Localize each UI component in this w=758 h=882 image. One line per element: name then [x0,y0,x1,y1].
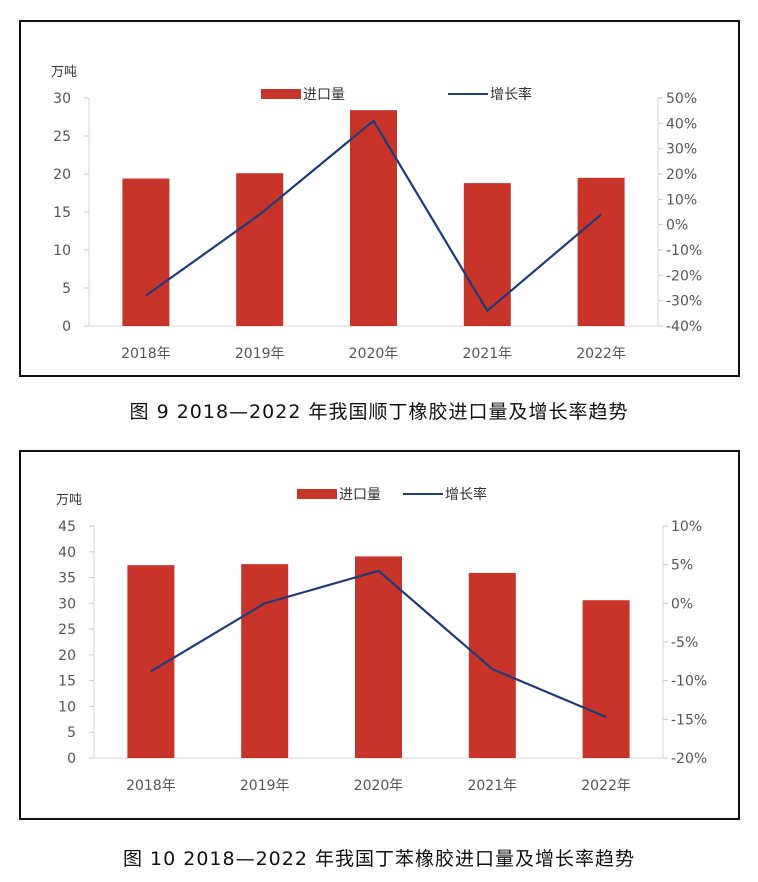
right-tick-label: -20% [671,751,707,767]
x-tick-label: 2022年 [576,346,626,362]
right-tick-label: 20% [666,167,697,183]
left-tick-label: 5 [62,281,71,297]
left-tick-label: 15 [58,674,76,690]
right-tick-label: -10% [671,674,707,690]
left-tick-label: 5 [67,725,76,741]
left-tick-label: 35 [58,571,76,587]
left-tick-label: 20 [58,648,76,664]
right-tick-label: 30% [666,142,697,158]
right-tick-label: 10% [671,519,702,535]
x-tick-label: 2021年 [462,346,512,362]
right-tick-label: -5% [671,635,698,651]
right-tick-label: 5% [671,558,693,574]
right-tick-label: 0% [671,596,693,612]
left-tick-label: 20 [53,167,71,183]
bar-1 [122,178,170,326]
right-tick-label: -10% [666,243,702,259]
left-tick-label: 45 [58,519,76,535]
bar-4 [468,572,516,758]
x-tick-label: 2020年 [349,346,399,362]
x-tick-label: 2019年 [240,778,290,794]
x-tick-label: 2019年 [235,346,285,362]
left-tick-label: 0 [67,751,76,767]
chart-fig10: 万吨 0 5 10 15 20 25 30 35 40 45 -20% -15% -10% -5% 0% 5% 1… [56,486,707,794]
figure-caption-9: 图 9 2018—2022 年我国顺丁橡胶进口量及增长率趋势 [129,401,629,423]
legend-bar-label: 进口量 [303,87,345,103]
left-tick-label: 30 [53,91,71,107]
bar-2 [241,564,289,758]
right-tick-label: 0% [666,218,688,234]
legend-line-label: 增长率 [445,486,487,503]
right-tick-label: 10% [666,192,697,208]
x-tick-label: 2021年 [467,778,517,794]
left-tick-label: 25 [53,129,71,145]
legend-bar-label: 进口量 [339,487,381,503]
right-tick-label: -40% [666,319,702,335]
left-tick-label: 15 [53,205,71,221]
chart-panel-fig9: 万吨 0 5 10 15 20 25 30 -40% -30% -20% -10% 0% 10% 20% 30… [19,20,740,377]
x-tick-label: 2018年 [121,346,171,362]
right-tick-label: -30% [666,294,702,310]
right-tick-label: -15% [671,712,707,728]
x-tick-label: 2018年 [126,778,176,794]
left-tick-label: 40 [58,545,76,561]
x-tick-label: 2022年 [581,778,631,794]
y-unit-label: 万吨 [56,493,82,508]
legend-line-label: 增长率 [490,86,532,103]
legend-bar-swatch [297,489,337,499]
left-tick-label: 10 [53,243,71,259]
bar-3 [355,556,402,758]
right-tick-label: 50% [666,91,697,107]
left-tick-label: 25 [58,622,76,638]
x-tick-label: 2020年 [354,778,404,794]
chart-panel-fig10: 万吨 0 5 10 15 20 25 30 35 40 45 -20% -15% -10% -5% 0% 5% 1… [19,450,740,820]
right-tick-label: -20% [666,268,702,284]
right-tick-label: 40% [666,116,697,132]
left-tick-label: 0 [62,319,71,335]
figure-caption-10: 图 10 2018—2022 年我国丁苯橡胶进口量及增长率趋势 [122,848,635,870]
bar-4 [463,183,511,326]
legend-bar-swatch [261,89,301,99]
chart-fig9: 万吨 0 5 10 15 20 25 30 -40% -30% -20% -10% 0% 10% 20% 30… [51,65,702,362]
bar-5 [582,600,630,758]
bar-5 [577,177,625,326]
left-tick-label: 10 [58,699,76,715]
left-tick-label: 30 [58,596,76,612]
y-unit-label: 万吨 [51,65,77,80]
bar-3 [350,110,397,326]
bar-2 [236,173,284,326]
